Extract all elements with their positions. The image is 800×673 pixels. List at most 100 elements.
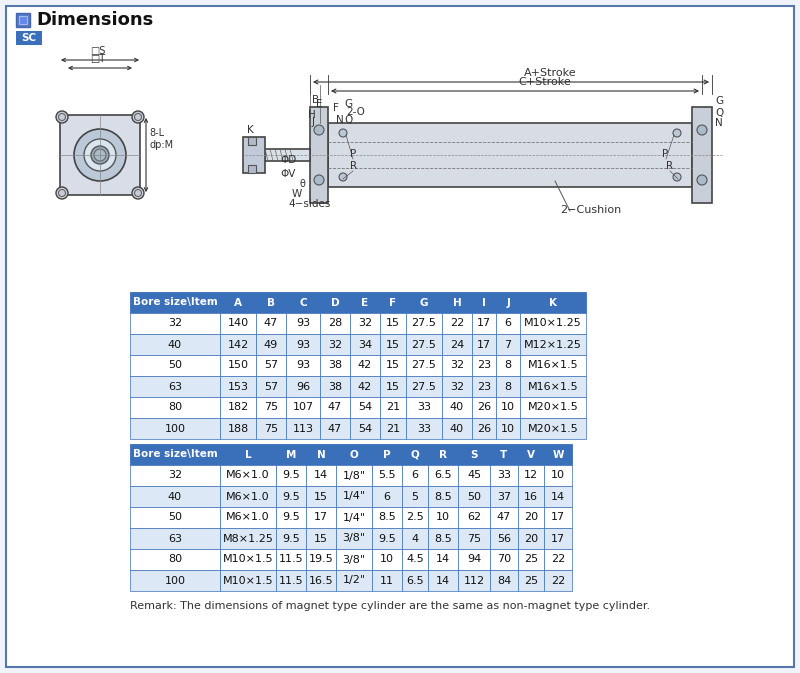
Text: 15: 15 [314,534,328,544]
Text: E: E [316,99,322,109]
Text: 15: 15 [386,361,400,371]
Text: 9.5: 9.5 [282,470,300,481]
Text: A: A [234,297,242,308]
Text: 7: 7 [505,339,511,349]
Bar [328,123,692,187]
Text: 14: 14 [436,575,450,586]
Text: 10: 10 [551,470,565,481]
Circle shape [56,187,68,199]
Text: 28: 28 [328,318,342,328]
Text: 5.5: 5.5 [378,470,396,481]
Bar [306,465,336,486]
Text: 27.5: 27.5 [411,361,437,371]
Text: 54: 54 [358,423,372,433]
Text: S: S [470,450,478,460]
Text: Q: Q [715,108,723,118]
Text: 113: 113 [293,423,314,433]
Text: 49: 49 [264,339,278,349]
Text: 33: 33 [417,423,431,433]
Text: θ: θ [300,179,306,189]
Bar [130,292,220,313]
Text: Q: Q [344,115,352,125]
Text: M: M [286,450,296,460]
Bar [336,549,372,570]
Text: Bore size\Item: Bore size\Item [133,450,218,460]
Text: 8: 8 [505,382,511,392]
Bar [130,444,220,465]
Text: 47: 47 [264,318,278,328]
Bar [402,486,428,507]
Bar [490,528,518,549]
Text: 6: 6 [411,470,418,481]
Bar [372,507,402,528]
Bar [442,355,472,376]
Bar [406,292,442,313]
Text: 27.5: 27.5 [411,382,437,392]
Bar [518,549,544,570]
Text: 16.5: 16.5 [309,575,334,586]
Text: 1/8": 1/8" [342,470,366,481]
Text: 56: 56 [497,534,511,544]
Text: 21: 21 [386,423,400,433]
Text: B: B [312,95,319,105]
Bar [220,376,256,397]
Bar [256,376,286,397]
Bar [372,528,402,549]
Text: Bore size\Item: Bore size\Item [133,297,218,308]
Circle shape [94,149,106,161]
Text: 17: 17 [551,513,565,522]
Text: 15: 15 [386,339,400,349]
Bar [428,465,458,486]
Bar [220,570,276,591]
Text: 38: 38 [328,361,342,371]
Text: P: P [383,450,391,460]
Text: 15: 15 [386,318,400,328]
Bar [496,292,520,313]
Text: 40: 40 [450,423,464,433]
Text: F: F [390,297,397,308]
Text: R: R [350,161,357,171]
Text: 9.5: 9.5 [282,513,300,522]
Bar [544,507,572,528]
Text: 9.5: 9.5 [378,534,396,544]
Bar [372,486,402,507]
Text: M6×1.0: M6×1.0 [226,470,270,481]
Text: 5: 5 [411,491,418,501]
Text: 1/2": 1/2" [342,575,366,586]
Text: 6.5: 6.5 [434,470,452,481]
Bar [518,528,544,549]
Bar [472,292,496,313]
Text: 3/8": 3/8" [342,555,366,565]
Bar [520,355,586,376]
Bar [442,292,472,313]
Text: J: J [312,117,315,127]
Bar [490,465,518,486]
Bar [490,507,518,528]
Text: G: G [715,96,723,106]
Bar [306,444,336,465]
Bar [16,13,30,27]
Text: 2-O: 2-O [346,107,365,117]
Text: 25: 25 [524,555,538,565]
Text: 33: 33 [417,402,431,413]
Text: G: G [420,297,428,308]
Text: 8.5: 8.5 [434,534,452,544]
Text: I: I [482,297,486,308]
Bar [130,334,220,355]
Bar [310,107,328,203]
Text: D: D [330,297,339,308]
Bar [458,465,490,486]
Bar [380,355,406,376]
Text: 80: 80 [168,402,182,413]
Circle shape [84,139,116,171]
Bar [276,549,306,570]
Bar [518,465,544,486]
Bar [336,528,372,549]
Text: 93: 93 [296,339,310,349]
Bar [220,465,276,486]
Bar [130,570,220,591]
Bar [130,486,220,507]
Text: 33: 33 [497,470,511,481]
Text: H: H [453,297,462,308]
Bar [406,397,442,418]
